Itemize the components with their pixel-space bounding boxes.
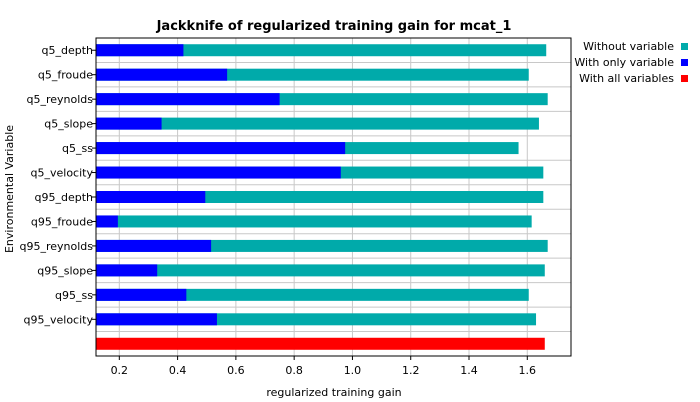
y-tick-label: q95_reynolds (19, 240, 93, 253)
y-tick-label: q5_reynolds (26, 93, 93, 106)
y-tick-label: q95_velocity (24, 313, 94, 326)
x-axis-label: regularized training gain (266, 386, 401, 399)
bar-with-only-variable (96, 191, 206, 203)
y-tick-label: q95_froude (31, 215, 93, 228)
y-tick-label: q5_froude (38, 69, 93, 82)
y-tick-label: q5_depth (42, 44, 94, 57)
y-axis-label: Environmental Variable (3, 125, 16, 253)
y-tick-label: q5_ss (62, 142, 93, 155)
bar-with-only-variable (96, 239, 212, 252)
x-tick-label: 0.6 (227, 364, 245, 377)
chart-title: Jackknife of regularized training gain f… (156, 19, 512, 34)
bar-with-only-variable (96, 166, 341, 179)
bar-with-only-variable (96, 215, 118, 228)
x-tick-label: 0.8 (285, 364, 303, 377)
bar-with-only-variable (96, 288, 187, 301)
bar-with-only-variable (96, 117, 162, 130)
x-tick-label: 1.2 (402, 364, 420, 377)
legend-label: With only variable (574, 56, 674, 69)
legend-swatch (681, 59, 688, 66)
bar-with-all-variables (96, 337, 545, 350)
y-tick-label: q95_ss (55, 289, 93, 302)
grid (96, 38, 571, 356)
x-tick-label: 0.2 (111, 364, 129, 377)
y-tick-label: q5_slope (44, 118, 93, 131)
bar-without-variable (96, 117, 539, 130)
legend-label: With all variables (579, 72, 674, 85)
y-tick-label: q95_depth (35, 191, 94, 204)
bar-with-only-variable (96, 313, 217, 326)
x-tick-label: 0.4 (169, 364, 187, 377)
bar-with-only-variable (96, 93, 280, 106)
x-tick-label: 1.4 (460, 364, 478, 377)
bar-without-variable (96, 191, 544, 203)
y-axis: q5_depth q5_froude q5_reynolds q5_slope q5_s… (19, 44, 96, 326)
bar-with-only-variable (96, 142, 346, 155)
legend-swatch (681, 75, 688, 82)
legend: Without variable With only variable With a… (574, 40, 688, 85)
bar-without-variable (96, 44, 547, 57)
bars (96, 44, 548, 350)
bar-without-variable (96, 215, 532, 228)
y-tick-label: q95_slope (37, 264, 93, 277)
bar-with-only-variable (96, 44, 184, 57)
bar-without-variable (96, 288, 529, 301)
legend-label: Without variable (583, 40, 674, 53)
y-tick-label: q5_velocity (31, 167, 94, 180)
x-tick-label: 1.0 (344, 364, 362, 377)
x-axis: 0.2 0.4 0.6 0.8 1.0 1.2 1.4 1.6 (111, 356, 536, 377)
x-tick-label: 1.6 (519, 364, 537, 377)
legend-swatch (681, 43, 688, 50)
bar-without-variable (96, 264, 545, 277)
bar-with-only-variable (96, 264, 158, 277)
bar-with-only-variable (96, 68, 228, 81)
